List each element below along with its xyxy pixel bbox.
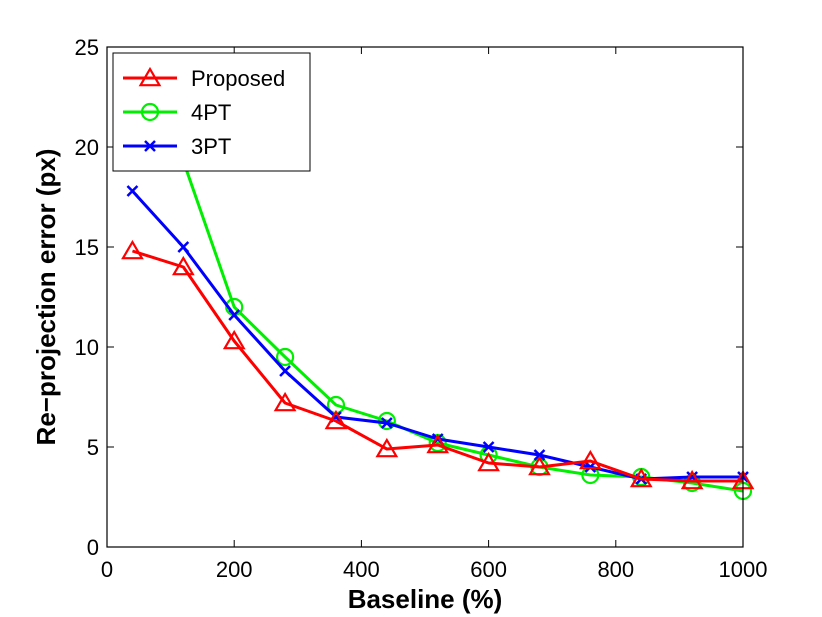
data-point-3pt [228, 309, 241, 321]
marker-stroke [144, 140, 156, 152]
marker-stroke [177, 241, 190, 253]
x-tick-label: 1000 [719, 557, 768, 582]
x-axis-title: Baseline (%) [348, 584, 503, 614]
marker-stroke [482, 441, 495, 453]
data-point-proposed [121, 239, 144, 260]
legend: Proposed 4PT 3PT [112, 52, 311, 172]
data-point-proposed [477, 451, 500, 472]
x-tick-label: 800 [597, 557, 634, 582]
x-tick-label: 400 [343, 557, 380, 582]
data-point-proposed [578, 449, 602, 470]
data-point-proposed [222, 329, 246, 350]
data-point-proposed [375, 437, 399, 458]
data-point-proposed [324, 409, 348, 430]
series-line-4pt [131, 62, 744, 493]
marker-stroke [380, 417, 393, 429]
marker-stroke [533, 449, 546, 461]
x-tick-label: 200 [216, 557, 253, 582]
legend-label-proposed: Proposed [191, 66, 285, 91]
legend-marker-proposed [138, 66, 162, 87]
marker-stroke [279, 365, 291, 377]
data-point-3pt [380, 417, 393, 429]
data-point-proposed [528, 455, 551, 476]
y-tick-label: 15 [75, 235, 99, 260]
legend-label-3pt: 3PT [191, 134, 231, 159]
data-point-proposed [171, 255, 195, 276]
data-point-3pt [126, 185, 139, 197]
axes: 0 200 400 600 800 1000 0 5 10 15 20 25 [75, 35, 768, 582]
legend-label-4pt: 4PT [191, 100, 231, 125]
y-tick-label: 0 [87, 535, 99, 560]
marker-stroke [228, 309, 241, 321]
data-point-proposed [426, 433, 450, 454]
y-axis-title: Re−projection error (px) [31, 149, 61, 446]
data-point-3pt [177, 241, 190, 253]
data-point-proposed [629, 467, 653, 488]
x-tick-label: 0 [101, 557, 113, 582]
data-point-4pt [275, 347, 295, 367]
plot-frame [106, 46, 744, 548]
y-tick-label: 25 [75, 35, 99, 60]
y-tick-label: 20 [75, 135, 99, 160]
series-line-proposed [131, 249, 743, 483]
data-point-proposed [680, 469, 704, 490]
data-point-3pt [533, 449, 546, 461]
plot-area [121, 53, 755, 501]
y-tick-label: 10 [75, 335, 99, 360]
data-point-proposed [273, 391, 297, 412]
legend-marker-3pt [144, 140, 156, 152]
data-point-3pt [482, 441, 495, 453]
x-tick-label: 600 [470, 557, 507, 582]
legend-marker-4pt [140, 102, 160, 122]
marker-stroke [126, 185, 139, 197]
data-point-4pt [683, 473, 702, 493]
data-point-3pt [279, 365, 291, 377]
y-tick-label: 5 [87, 435, 99, 460]
